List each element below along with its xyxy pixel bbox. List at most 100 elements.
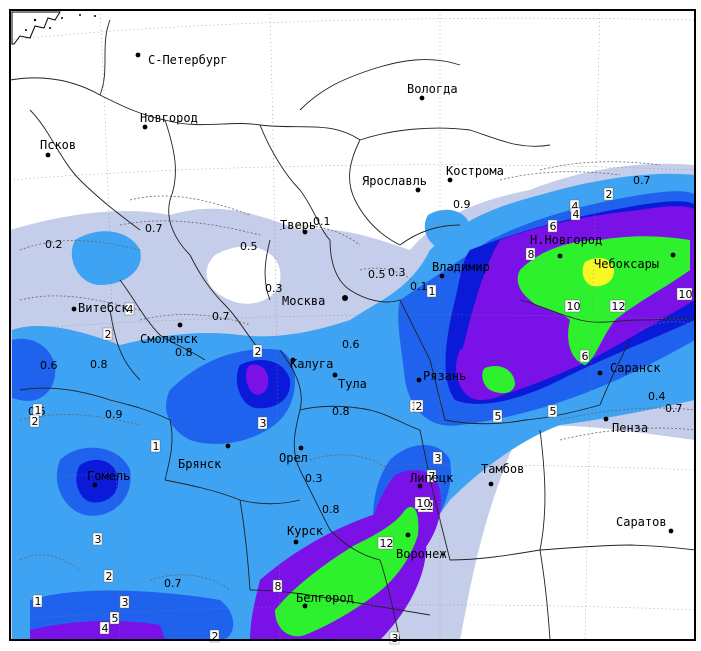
level-label: 10 [417,497,431,510]
city-marker-bryansk [225,443,231,449]
contour-label: 0.7 [212,310,230,323]
precip-area-10 [482,365,515,394]
level-label: 6 [582,350,589,363]
level-label: 4 [572,200,579,213]
level-label: 1 [429,285,436,298]
city-marker-moskva [342,295,348,301]
city-marker-ryazan [416,377,422,383]
level-label: 5 [495,410,502,423]
level-label-box [547,404,558,418]
level-label-box [426,469,437,483]
precip-area-5 [30,620,165,640]
city-marker-voronezh [405,532,411,538]
city-label-tula: Тула [338,377,367,391]
level-label-box [676,287,693,301]
contour-label: 0.7 [665,402,683,415]
level-label-box [609,299,626,313]
level-label: 5 [112,612,119,625]
level-label-box [525,247,536,261]
city-marker-kostroma [447,177,453,183]
city-marker-belgorod [302,603,308,609]
precip-hole [460,425,695,640]
contour-label: 0.1 [410,280,428,293]
city-marker-novgorod [142,124,148,130]
level-label: 12 [612,300,626,313]
level-label-box [579,349,590,363]
level-label-box [603,187,614,201]
level-label-box [109,611,120,625]
precip-hole [206,246,281,304]
city-marker-kaluga [290,357,296,363]
level-label: 8 [275,580,282,593]
level-label: 2 [106,570,113,583]
level-label-box [32,594,43,608]
contour-label: 0.8 [322,503,340,516]
city-label-saratov: Саратов [616,515,667,529]
city-label-vologda: Вологда [407,82,458,96]
level-label-box [377,536,394,550]
city-label-lipetsk: Липецк [410,471,454,485]
contour-label: 0.5 [240,240,258,253]
level-label-box [29,414,40,428]
city-label-voronezh: Воронеж [396,547,447,561]
contour-label: 0.5 [368,268,386,281]
precip-area-1 [71,231,141,285]
contour-label: 0.9 [105,408,123,421]
level-label: 3 [95,533,102,546]
city-marker-lipetsk [417,483,423,489]
city-marker-smolensk [177,322,183,328]
city-marker-gomel [92,482,98,488]
precip-area-15 [582,257,615,287]
city-label-saransk: Саранск [610,361,661,375]
level-label-box [570,207,581,221]
level-label: 2 [416,400,423,413]
city-marker-yaroslavl [415,187,421,193]
contour-label: 0.3 [388,266,406,279]
contour-label: 0.7 [164,577,182,590]
level-label-box [209,629,220,643]
level-label-box [103,569,114,583]
city-marker-spb [135,52,141,58]
contour-label: 0.8 [90,358,108,371]
level-label-box [257,416,268,430]
city-label-smolensk: Смоленск [140,332,199,346]
city-marker-saransk [597,370,603,376]
city-label-yaroslavl: Ярославль [362,174,427,188]
level-label: 7 [429,470,436,483]
level-label: 1 [35,595,42,608]
city-marker-kursk [293,539,299,545]
level-label-box [119,595,130,609]
level-label: 6 [550,220,557,233]
city-label-bryansk: Брянск [178,457,222,471]
precip-area-3 [76,459,119,503]
region-borders [9,19,696,641]
level-label: 3 [122,596,129,609]
contour-label: 0.7 [145,222,163,235]
precip-area-2 [12,338,56,401]
contour-value-labels: 0.7 0.5 0.3 0.1 0.2 0.7 0.8 0.6 0.9 0.6 … [28,174,683,590]
city-marker-saratov [668,528,674,534]
contour-label: 0.6 [40,359,58,372]
contour-label: 0.2 [45,238,63,251]
level-label-box [389,631,400,645]
city-layer: С-Петербург Вологда Новгород Псков Костр… [40,52,676,609]
contour-label: 0.1 [313,215,331,228]
level-label-box [124,302,135,316]
city-label-vitebsk: Витебск [78,301,129,315]
level-label: 5 [550,405,557,418]
city-label-penza: Пенза [612,421,648,435]
city-label-kursk: Курск [287,524,324,538]
level-label-box [432,451,443,465]
level-label: 4 [102,622,109,635]
city-marker-cheboksary [670,252,676,258]
level-label: 3 [260,417,267,430]
level-label: 2 [255,345,262,358]
level-label-box [99,621,110,635]
level-label-box [492,409,503,423]
level-label: 1 [35,404,42,417]
city-label-tambov: Тамбов [481,462,524,476]
city-label-kostroma: Кострома [446,164,504,178]
level-label: 2 [32,415,39,428]
city-marker-orel [298,445,304,451]
level-label: 1 [153,440,160,453]
